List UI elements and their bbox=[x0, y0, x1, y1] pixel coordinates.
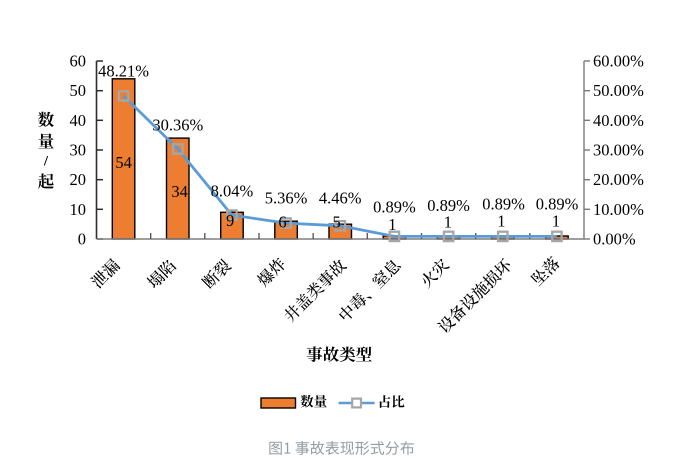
svg-text:48.21%: 48.21% bbox=[98, 62, 149, 81]
svg-text:5.36%: 5.36% bbox=[265, 188, 308, 207]
svg-text:30.00%: 30.00% bbox=[593, 141, 644, 160]
svg-text:54: 54 bbox=[115, 153, 132, 172]
svg-text:0.89%: 0.89% bbox=[427, 196, 470, 215]
svg-text:0.89%: 0.89% bbox=[373, 198, 416, 217]
svg-text:0.00%: 0.00% bbox=[593, 230, 636, 249]
svg-text:1: 1 bbox=[444, 213, 452, 232]
svg-text:10.00%: 10.00% bbox=[593, 200, 644, 219]
svg-text:8.04%: 8.04% bbox=[211, 181, 254, 200]
svg-text:10: 10 bbox=[70, 200, 87, 219]
svg-text:20.00%: 20.00% bbox=[593, 170, 644, 189]
svg-text:50.00%: 50.00% bbox=[593, 81, 644, 100]
svg-text:60: 60 bbox=[70, 52, 87, 71]
svg-text:6: 6 bbox=[278, 212, 286, 231]
svg-text:5: 5 bbox=[332, 212, 340, 231]
svg-text:50: 50 bbox=[70, 81, 87, 100]
svg-text:40: 40 bbox=[70, 111, 87, 130]
svg-text:/: / bbox=[43, 154, 49, 170]
svg-text:1: 1 bbox=[388, 215, 396, 234]
svg-text:60.00%: 60.00% bbox=[593, 52, 644, 71]
svg-text:40.00%: 40.00% bbox=[593, 111, 644, 130]
svg-text:4.46%: 4.46% bbox=[319, 188, 362, 207]
svg-text:20: 20 bbox=[70, 170, 87, 189]
svg-text:1: 1 bbox=[497, 212, 505, 231]
svg-text:30.36%: 30.36% bbox=[152, 116, 203, 135]
svg-text:1: 1 bbox=[552, 212, 560, 231]
svg-text:0: 0 bbox=[78, 230, 86, 249]
svg-text:0.89%: 0.89% bbox=[482, 195, 525, 214]
svg-text:0.89%: 0.89% bbox=[536, 195, 579, 214]
svg-text:34: 34 bbox=[171, 182, 188, 201]
svg-text:30: 30 bbox=[70, 141, 87, 160]
svg-text:9: 9 bbox=[226, 211, 234, 230]
